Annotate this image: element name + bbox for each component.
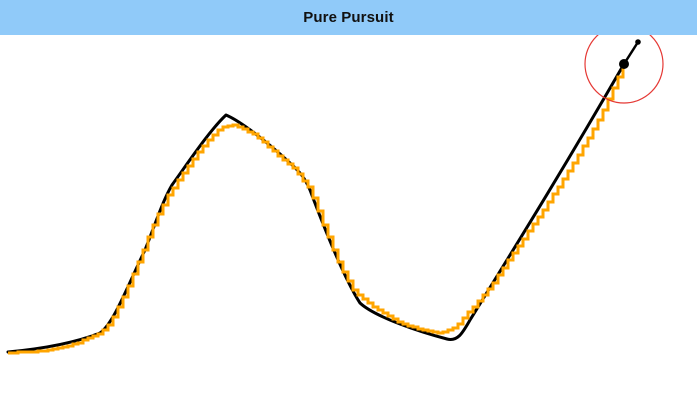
- reference-path: [6, 62, 626, 354]
- robot-trajectory: [8, 64, 626, 355]
- heading-tip-dot: [635, 39, 641, 45]
- simulation-svg: [6, 35, 664, 355]
- robot: [619, 59, 629, 69]
- title-bar: Pure Pursuit: [0, 0, 697, 35]
- simulation-canvas: [0, 35, 697, 403]
- page-title: Pure Pursuit: [303, 9, 394, 26]
- lookahead-circle: [584, 35, 664, 104]
